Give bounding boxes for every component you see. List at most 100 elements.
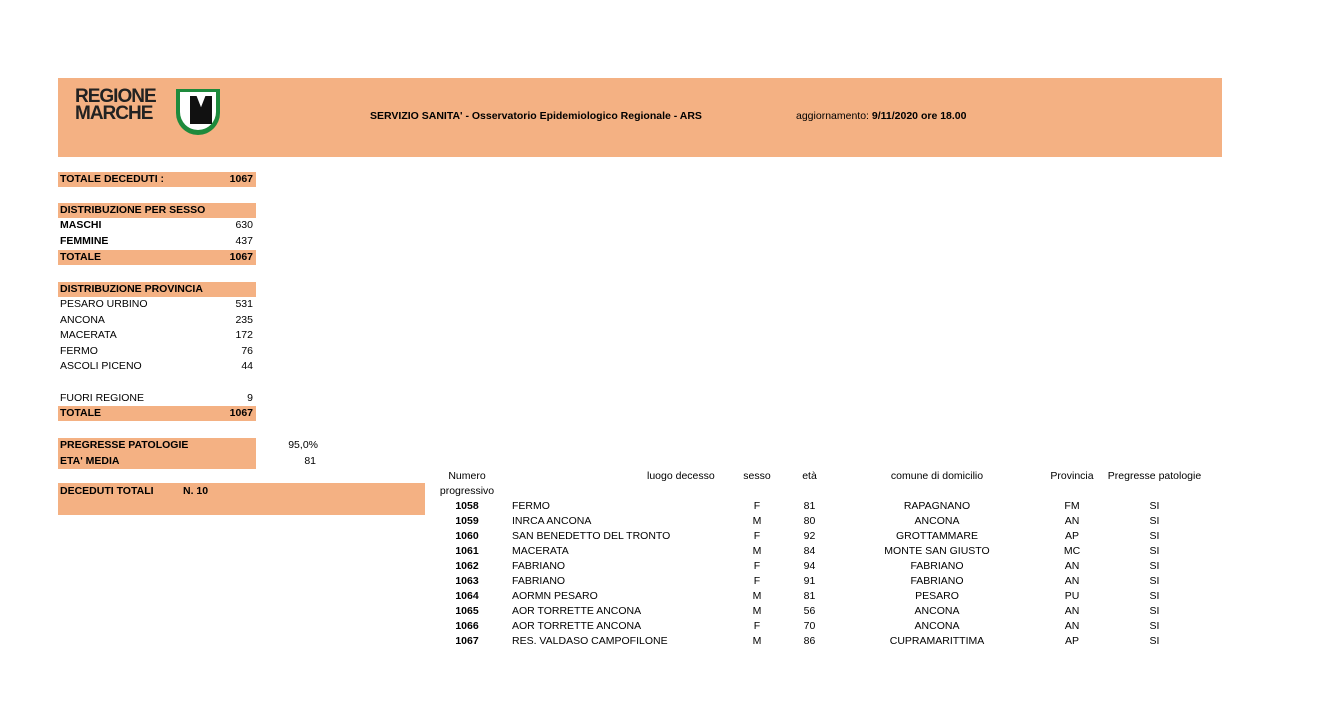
table-cell: SI <box>1149 500 1160 512</box>
deceased-table: Numero progressivo luogo decesso sesso e… <box>437 469 1202 649</box>
table-cell: FABRIANO <box>910 575 964 587</box>
logo-line: REGIONE <box>75 86 157 107</box>
table-cell: 1062 <box>455 560 479 572</box>
update-label: aggiornamento: <box>796 110 872 122</box>
table-cell: F <box>753 530 761 542</box>
table-cell: ANCONA <box>914 620 960 632</box>
table-cell: GROTTAMMARE <box>895 530 979 542</box>
table-cell: M <box>752 515 762 527</box>
col-comune: comune di domicilio <box>890 470 984 482</box>
table-cell: 81 <box>803 500 816 512</box>
totale-deceduti-row: TOTALE DECEDUTI :1067 <box>58 172 256 187</box>
pregresse-label: PREGRESSE PATOLOGIE <box>60 439 189 451</box>
table-cell: 1061 <box>455 545 479 557</box>
table-cell: ANCONA <box>914 515 960 527</box>
sesso-title: DISTRIBUZIONE PER SESSO <box>58 203 256 218</box>
table-row: 1065 AOR TORRETTE ANCONA M 56 ANCONA AN SI <box>437 604 1202 619</box>
table-cell: 1063 <box>455 575 479 587</box>
table-cell: M <box>752 590 762 602</box>
table-cell: FABRIANO <box>512 575 566 587</box>
table-cell: SI <box>1149 590 1160 602</box>
table-row: 1058 FERMO F 81 RAPAGNANO FM SI <box>437 499 1202 514</box>
deceduti-totali-label: DECEDUTI TOTALI <box>60 485 154 497</box>
table-cell: 84 <box>803 545 816 557</box>
table-cell: AN <box>1064 515 1080 527</box>
table-row: 1066 AOR TORRETTE ANCONA F 70 ANCONA AN SI <box>437 619 1202 634</box>
update-value: 9/11/2020 ore 18.00 <box>871 110 967 122</box>
provincia-row: MACERATA 172 <box>60 329 253 341</box>
table-cell: AP <box>1064 635 1079 647</box>
table-row: 1060 SAN BENEDETTO DEL TRONTO F 92 GROTTAMMA… <box>437 529 1202 544</box>
table-cell: AP <box>1064 530 1079 542</box>
table-cell: ANCONA <box>914 605 960 617</box>
table-cell: 81 <box>803 590 816 602</box>
table-cell: FERMO <box>512 500 550 512</box>
col-patologie: Pregresse patologie <box>1107 470 1202 482</box>
provincia-row: FERMO 76 <box>60 345 253 357</box>
patologie-block <box>58 438 256 469</box>
table-cell: 70 <box>803 620 816 632</box>
table-cell: INRCA ANCONA <box>512 515 592 527</box>
table-cell: M <box>752 605 762 617</box>
sesso-row-maschi: MASCHI 630 <box>60 219 253 231</box>
table-cell: M <box>752 545 762 557</box>
table-row: 1067 RES. VALDASO CAMPOFILONE M 86 CUPRAMARI… <box>437 634 1202 649</box>
col-sesso: sesso <box>743 470 771 482</box>
table-cell: 86 <box>803 635 816 647</box>
table-cell: SI <box>1149 635 1160 647</box>
update-info: aggiornamento: 9/11/2020 ore 18.00 <box>796 110 966 122</box>
table-row: 1059 INRCA ANCONA M 80 ANCONA AN SI <box>437 514 1202 529</box>
table-cell: 1065 <box>455 605 479 617</box>
table-cell: 56 <box>803 605 816 617</box>
table-cell: RAPAGNANO <box>903 500 971 512</box>
table-cell: 1067 <box>455 635 479 647</box>
table-cell: AN <box>1064 560 1080 572</box>
col-luogo: luogo decesso <box>647 470 715 482</box>
table-cell: FABRIANO <box>910 560 964 572</box>
table-cell: 92 <box>803 530 816 542</box>
table-row: 1061 MACERATA M 84 MONTE SAN GIUSTO MC SI <box>437 544 1202 559</box>
pregresse-value: 95,0% <box>288 439 318 451</box>
table-cell: SI <box>1149 530 1160 542</box>
table-cell: FABRIANO <box>512 560 566 572</box>
regione-marche-shield-icon <box>176 89 220 135</box>
header-band <box>58 78 1222 157</box>
table-cell: SI <box>1149 560 1160 572</box>
table-cell: 91 <box>803 575 816 587</box>
sesso-row-femmine: FEMMINE 437 <box>60 235 253 247</box>
table-cell: SI <box>1149 605 1160 617</box>
table-cell: F <box>753 500 761 512</box>
table-cell: F <box>753 575 761 587</box>
table-cell: SI <box>1149 545 1160 557</box>
table-header: Numero progressivo luogo decesso sesso e… <box>437 469 1202 499</box>
table-cell: SI <box>1149 620 1160 632</box>
eta-media-value: 81 <box>304 455 316 467</box>
eta-media-label: ETA' MEDIA <box>60 455 120 467</box>
table-cell: 1059 <box>455 515 479 527</box>
table-cell: AOR TORRETTE ANCONA <box>512 605 642 617</box>
provincia-row: PESARO URBINO 531 <box>60 298 253 310</box>
table-row: 1062 FABRIANO F 94 FABRIANO AN SI <box>437 559 1202 574</box>
table-cell: AN <box>1064 605 1080 617</box>
logo-line: MARCHE <box>75 103 153 124</box>
table-cell: SI <box>1149 575 1160 587</box>
regione-marche-logo: REGIONE MARCHE <box>75 86 157 124</box>
table-cell: AOR TORRETTE ANCONA <box>512 620 642 632</box>
table-cell: RES. VALDASO CAMPOFILONE <box>512 635 668 647</box>
table-cell: 94 <box>803 560 816 572</box>
table-cell: 1060 <box>455 530 479 542</box>
table-cell: MONTE SAN GIUSTO <box>884 545 990 557</box>
table-cell: AN <box>1064 575 1080 587</box>
table-cell: 1066 <box>455 620 479 632</box>
table-row: 1064 AORMN PESARO M 81 PESARO PU SI <box>437 589 1202 604</box>
table-cell: PESARO <box>915 590 959 602</box>
table-cell: AORMN PESARO <box>512 590 598 602</box>
fuori-regione-row: FUORI REGIONE 9 <box>60 392 253 404</box>
report-title: SERVIZIO SANITA' - Osservatorio Epidemio… <box>370 110 702 122</box>
provincia-row: ANCONA 235 <box>60 314 253 326</box>
sesso-total-row: TOTALE 1067 <box>58 250 256 265</box>
col-eta: età <box>802 470 817 482</box>
table-cell: MC <box>1063 545 1081 557</box>
deceduti-totali-value: N. 10 <box>183 485 209 497</box>
table-cell: AN <box>1064 620 1080 632</box>
